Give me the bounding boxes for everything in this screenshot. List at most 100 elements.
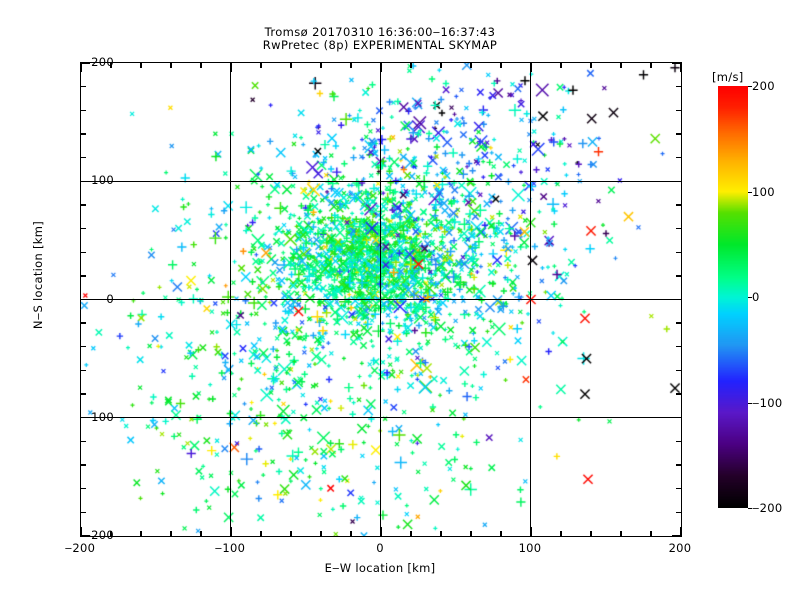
y-tick-label: ‒200 (83, 528, 114, 542)
tick-mark (680, 63, 682, 72)
tick-mark (80, 63, 82, 72)
tick-mark (81, 535, 90, 537)
tick-mark (590, 63, 592, 68)
tick-mark (410, 63, 412, 68)
y-tick-label: ‒100 (83, 409, 114, 424)
tick-mark (590, 531, 592, 536)
tick-mark (440, 531, 442, 536)
tick-mark (672, 62, 681, 64)
tick-mark (620, 531, 622, 536)
tick-mark (290, 531, 292, 536)
tick-mark (676, 322, 681, 324)
tick-mark (81, 156, 86, 159)
title-line-timestamp: Tromsø 20170310 16:36:00‒16:37:43 (264, 25, 496, 39)
tick-mark (260, 531, 262, 536)
colorbar-tick-label: ‒200 (752, 501, 783, 515)
x-tick-label: ‒100 (214, 541, 246, 555)
tick-mark (81, 62, 90, 64)
tick-mark (676, 133, 681, 135)
tick-mark (676, 346, 681, 348)
tick-mark (672, 535, 681, 537)
tick-mark (470, 531, 472, 536)
tick-mark (676, 440, 681, 443)
colorbar-tick-label: ‒100 (752, 395, 783, 410)
x-tick-label: 200 (668, 541, 692, 555)
tick-mark (410, 531, 412, 536)
x-axis-title: E‒W location [km] (324, 561, 436, 575)
tick-mark (110, 531, 112, 536)
tick-mark (350, 531, 352, 536)
tick-mark (230, 527, 232, 536)
tick-mark (676, 251, 681, 253)
gridline-vertical (530, 63, 532, 536)
colorbar-gradient (718, 86, 748, 508)
tick-mark (140, 63, 142, 68)
colorbar-tick-label: 0 (752, 290, 760, 304)
tick-mark (676, 511, 681, 514)
tick-mark (81, 109, 86, 111)
tick-mark (81, 440, 86, 443)
tick-mark (500, 531, 502, 536)
colorbar-tick-mark (748, 402, 752, 404)
tick-mark (81, 133, 86, 135)
tick-mark (81, 464, 86, 466)
tick-mark (350, 63, 352, 68)
tick-mark (81, 227, 86, 230)
tick-mark (676, 85, 681, 88)
x-tick-label: ‒200 (64, 541, 96, 555)
tick-mark (560, 63, 562, 68)
colorbar-tick-mark (748, 297, 752, 299)
tick-mark (470, 63, 472, 68)
colorbar-tick-mark (748, 508, 752, 510)
tick-mark (140, 531, 142, 536)
tick-mark (81, 251, 86, 253)
tick-mark (380, 527, 382, 536)
tick-mark (81, 204, 86, 206)
tick-mark (380, 63, 382, 72)
tick-mark (676, 464, 681, 466)
tick-mark (260, 63, 262, 68)
tick-mark (81, 346, 86, 348)
tick-mark (650, 63, 652, 68)
tick-mark (320, 63, 322, 68)
tick-mark (676, 109, 681, 111)
tick-mark (560, 531, 562, 536)
tick-mark (620, 63, 622, 68)
x-tick-label: 0 (376, 541, 384, 555)
title-line-subtitle: RwPretec (8p) EXPERIMENTAL SKYMAP (262, 38, 498, 52)
tick-mark (672, 417, 681, 419)
colorbar-tick-mark (748, 86, 752, 88)
tick-mark (676, 227, 681, 230)
plot-area (80, 62, 682, 537)
tick-mark (290, 63, 292, 68)
tick-mark (320, 531, 322, 536)
tick-mark (676, 275, 681, 277)
y-tick-label: 0 (106, 291, 114, 306)
tick-mark (680, 527, 682, 536)
tick-mark (672, 298, 681, 301)
tick-mark (676, 204, 681, 206)
gridline-vertical (230, 63, 232, 536)
tick-mark (676, 156, 681, 159)
colorbar-tick-label: 200 (752, 79, 775, 93)
tick-mark (530, 527, 532, 536)
tick-mark (81, 488, 86, 490)
tick-mark (676, 488, 681, 490)
tick-mark (530, 63, 532, 72)
tick-mark (81, 417, 90, 419)
x-tick-label: 100 (518, 541, 542, 555)
tick-mark (81, 393, 86, 395)
tick-mark (672, 180, 681, 182)
tick-mark (81, 322, 86, 324)
tick-mark (170, 531, 172, 536)
page-title: Tromsø 20170310 16:36:00‒16:37:43 RwPret… (0, 26, 760, 52)
colorbar-unit-label: [m/s] (712, 70, 744, 84)
y-tick-label: 100 (91, 173, 114, 188)
tick-mark (81, 511, 86, 514)
tick-mark (81, 369, 86, 372)
tick-mark (81, 85, 86, 88)
tick-mark (500, 63, 502, 68)
tick-mark (200, 531, 202, 536)
tick-mark (170, 63, 172, 68)
